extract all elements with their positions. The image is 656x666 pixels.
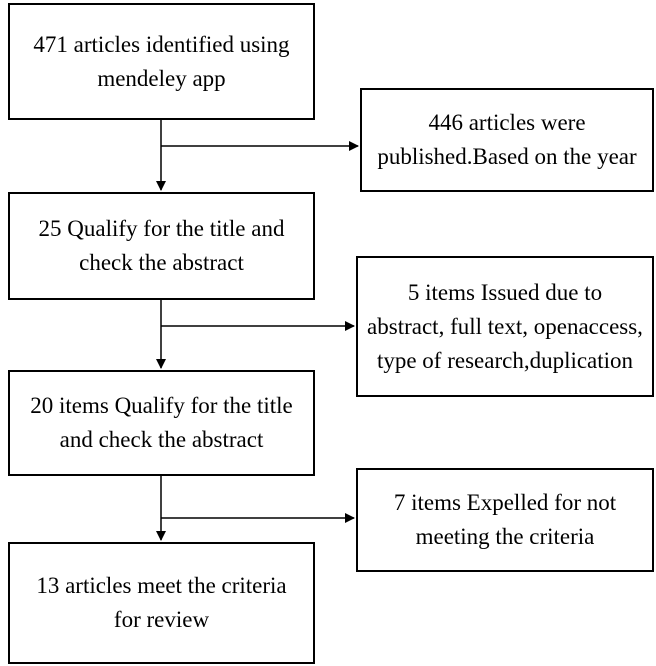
step-box-identified: 471 articles identified using mendeley a… (8, 3, 315, 120)
step-box-title-qualified: 25 Qualify for the title and check the a… (8, 192, 315, 300)
exclusion-box-expelled: 7 items Expelled for not meeting the cri… (356, 468, 654, 572)
step-box-included: 13 articles meet the criteria for review (8, 542, 315, 664)
step-box-abstract-qualified-line-1: 20 items Qualify for the title (30, 393, 293, 418)
exclusion-box-expelled-line-1: 7 items Expelled for not (393, 490, 617, 515)
step-box-abstract-qualified-line-2: and check the abstract (59, 427, 264, 452)
exclusion-box-issued-line-1: 5 items Issued due to (407, 279, 603, 305)
exclusion-box-issued: 5 items Issued due to abstract, full tex… (356, 256, 654, 397)
exclusion-box-issued-line-3: type of research,duplication (376, 347, 634, 373)
step-box-included-line-1: 13 articles meet the criteria (36, 573, 287, 598)
exclusion-box-year-line-1: 446 articles were (428, 110, 586, 135)
step-box-included-line-2: for review (113, 607, 210, 632)
step-box-identified-line-1: 471 articles identified using (33, 31, 290, 57)
step-box-identified-line-2: mendeley app (97, 65, 226, 91)
exclusion-box-expelled-line-2: meeting the criteria (415, 524, 595, 549)
step-box-title-qualified-line-2: check the abstract (79, 250, 244, 275)
exclusion-box-year-line-2: published.Based on the year (377, 144, 637, 169)
exclusion-box-year: 446 articles were published.Based on the… (360, 88, 654, 192)
step-box-abstract-qualified: 20 items Qualify for the title and check… (8, 370, 315, 476)
step-box-title-qualified-line-1: 25 Qualify for the title and (38, 216, 285, 241)
exclusion-box-issued-line-2: abstract, full text, openaccess, (367, 313, 643, 339)
